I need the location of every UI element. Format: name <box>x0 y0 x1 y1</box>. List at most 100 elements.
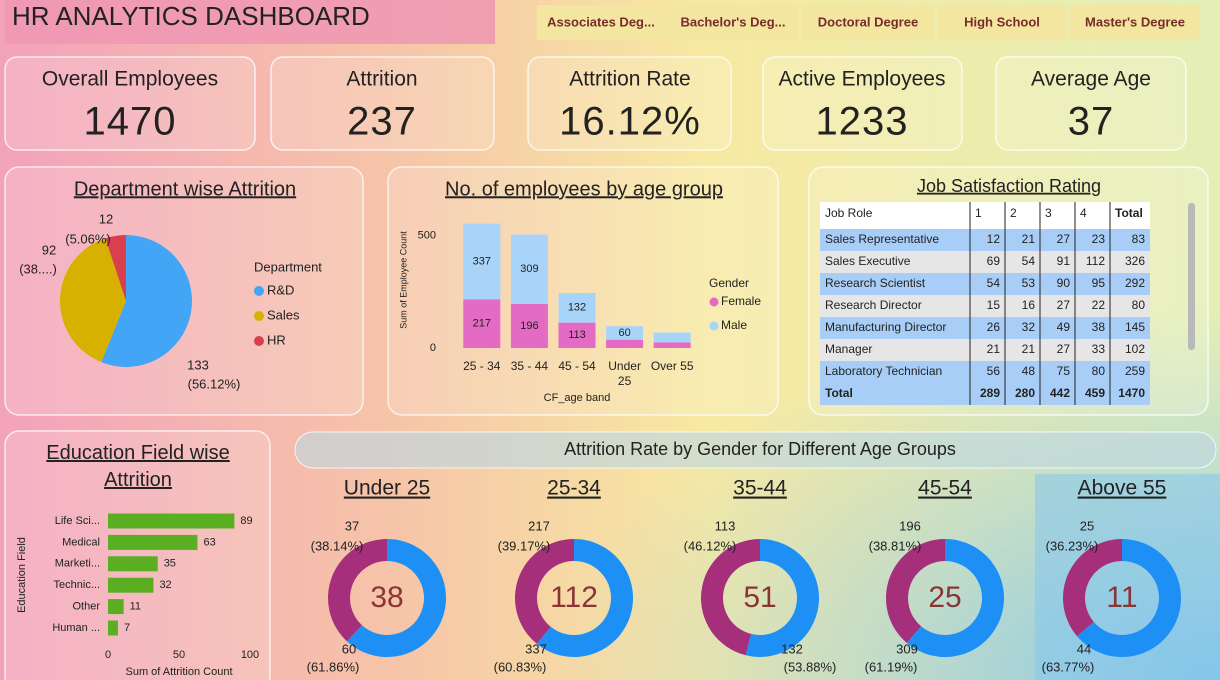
data-label: (38.81%) <box>869 538 922 553</box>
table-cell: 459 <box>1085 386 1105 400</box>
table-row-bg <box>820 295 1150 317</box>
bar <box>108 620 118 636</box>
table-cell: 56 <box>987 364 1001 378</box>
donut-slice <box>1077 539 1181 657</box>
donut-center-value: 112 <box>550 581 598 614</box>
table-cell: 48 <box>1022 364 1036 378</box>
table-cell: 102 <box>1125 342 1145 356</box>
data-label: (36.23%) <box>1046 538 1099 553</box>
data-label: 196 <box>899 518 921 533</box>
data-label: 12 <box>99 211 113 226</box>
table-cell: 54 <box>1022 254 1036 268</box>
kpi-label: Attrition <box>346 68 417 91</box>
section-title: Attrition Rate by Gender for Different A… <box>564 439 956 459</box>
table-cell: Research Director <box>825 298 922 312</box>
legend-marker <box>254 311 264 321</box>
data-label: (53.88%) <box>784 659 837 674</box>
slicer-item[interactable]: Master's Degree <box>1085 14 1185 29</box>
table-cell: 442 <box>1050 386 1070 400</box>
x-tick-label: Over 55 <box>651 359 694 373</box>
kpi-label: Attrition Rate <box>569 68 690 91</box>
table-cell: Sales Executive <box>825 254 911 268</box>
data-label: 60 <box>342 641 356 656</box>
table-cell: Laboratory Technician <box>825 364 942 378</box>
data-label: 25 <box>1080 518 1094 533</box>
kpi-card <box>4 56 256 151</box>
bar <box>108 513 235 529</box>
pie-slice <box>60 238 126 363</box>
slicer-item[interactable]: Bachelor's Deg... <box>681 14 786 29</box>
table-header-bg <box>820 202 1150 229</box>
kpi-card <box>270 56 495 151</box>
bar-segment <box>463 223 501 300</box>
table-cell: 112 <box>1086 254 1105 268</box>
x-tick-label: 100 <box>241 649 259 661</box>
x-tick-label: Under 25 <box>608 359 641 388</box>
dashboard-title: HR ANALYTICS DASHBOARD <box>12 1 370 31</box>
table-row-bg <box>820 229 1150 251</box>
table-cell: Manager <box>825 342 872 356</box>
data-label: (38.14%) <box>311 538 364 553</box>
table-cell: 80 <box>1092 364 1106 378</box>
bar <box>108 577 154 593</box>
y-axis-label: Education Field <box>16 537 28 613</box>
legend-label: R&D <box>267 282 294 297</box>
x-tick-label: 50 <box>173 649 185 661</box>
donut-slice <box>906 539 1004 657</box>
chart-title: Above 55 <box>1078 477 1167 500</box>
legend-label: HR <box>267 332 286 347</box>
bar-segment <box>653 332 691 343</box>
y-axis-label: Sum of Employee Count <box>398 231 408 329</box>
bar-segment <box>606 326 644 340</box>
slicer-item-bg <box>1070 5 1200 40</box>
legend-label: Sales <box>267 307 300 322</box>
table-cell: 21 <box>1022 342 1036 356</box>
table-header: Job Role <box>825 206 873 220</box>
donut-slice <box>745 539 819 657</box>
kpi-label: Overall Employees <box>42 68 218 91</box>
slicer-item[interactable]: Doctoral Degree <box>818 14 918 29</box>
y-tick-label: Marketi... <box>55 558 100 570</box>
data-label: 32 <box>159 579 171 591</box>
table-cell: 326 <box>1125 254 1145 268</box>
table-cell: Total <box>825 386 853 400</box>
table-cell: 26 <box>987 320 1001 334</box>
kpi-value: 237 <box>347 100 417 144</box>
title-box <box>5 0 495 44</box>
slicer-item[interactable]: Associates Deg... <box>547 14 655 29</box>
data-label: 11 <box>130 601 141 613</box>
kpi-card <box>762 56 963 151</box>
bar <box>108 534 198 550</box>
table-header: 3 <box>1045 206 1052 220</box>
data-label: 337 <box>525 641 547 656</box>
table-cell: 21 <box>1022 232 1036 246</box>
kpi-card <box>995 56 1187 151</box>
table-cell: 75 <box>1057 364 1071 378</box>
kpi-value: 37 <box>1068 100 1115 144</box>
y-tick-label: Other <box>72 601 100 613</box>
y-tick-label: Human ... <box>52 622 100 634</box>
data-label: 60 <box>618 327 630 339</box>
donut-slice <box>1062 539 1122 637</box>
y-tick-label: 500 <box>418 230 436 242</box>
data-label: (60.83%) <box>494 659 547 674</box>
data-label: 132 <box>781 641 803 656</box>
table-cell: 32 <box>1022 320 1036 334</box>
data-label: 89 <box>240 515 252 527</box>
legend-label: Female <box>721 294 761 308</box>
table-title: Job Satisfaction Rating <box>917 176 1101 196</box>
chart-title: 25-34 <box>547 477 601 500</box>
bar <box>108 599 124 615</box>
table-cell: 289 <box>980 386 1000 400</box>
legend-title: Department <box>254 259 322 274</box>
table-cell: 1470 <box>1118 386 1145 400</box>
bar-segment <box>653 342 691 348</box>
table-cell: 22 <box>1092 298 1106 312</box>
data-label: 113 <box>568 329 586 341</box>
table-cell: 69 <box>987 254 1001 268</box>
table-row-bg <box>820 251 1150 273</box>
data-label: 113 <box>715 518 736 533</box>
donut-center-value: 38 <box>370 581 403 614</box>
slicer-item[interactable]: High School <box>964 14 1040 29</box>
